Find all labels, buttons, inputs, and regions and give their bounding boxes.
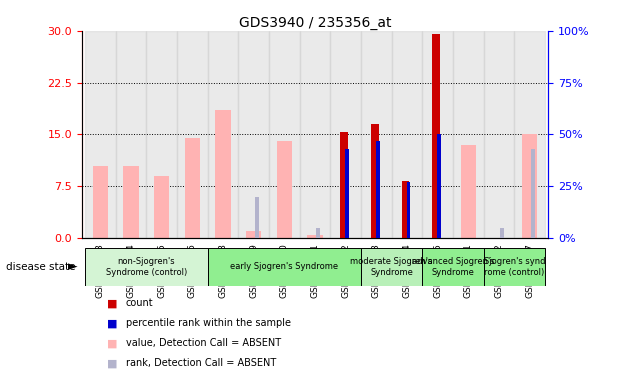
- Bar: [402, 181, 410, 238]
- Bar: [255, 197, 258, 238]
- Bar: [437, 134, 441, 238]
- Text: ■: ■: [107, 318, 118, 328]
- Bar: [146, 31, 177, 238]
- Bar: [422, 248, 484, 286]
- Bar: [407, 182, 410, 238]
- Bar: [185, 138, 200, 238]
- Bar: [215, 110, 231, 238]
- Bar: [116, 31, 146, 238]
- Bar: [531, 149, 535, 238]
- Text: percentile rank within the sample: percentile rank within the sample: [126, 318, 291, 328]
- Bar: [432, 34, 440, 238]
- Bar: [330, 31, 361, 238]
- Bar: [277, 141, 292, 238]
- Text: non-Sjogren's
Syndrome (control): non-Sjogren's Syndrome (control): [106, 257, 187, 276]
- Bar: [361, 31, 392, 238]
- Text: Sjogren's synd
rome (control): Sjogren's synd rome (control): [484, 257, 545, 276]
- Bar: [300, 31, 330, 238]
- Bar: [514, 31, 545, 238]
- Text: ►: ►: [67, 260, 77, 273]
- Bar: [316, 228, 320, 238]
- Title: GDS3940 / 235356_at: GDS3940 / 235356_at: [239, 16, 391, 30]
- Bar: [461, 145, 476, 238]
- Text: disease state: disease state: [6, 262, 76, 272]
- Bar: [246, 231, 261, 238]
- Bar: [85, 248, 208, 286]
- Text: rank, Detection Call = ABSENT: rank, Detection Call = ABSENT: [126, 358, 276, 368]
- Bar: [392, 31, 422, 238]
- Bar: [484, 31, 514, 238]
- Bar: [208, 248, 361, 286]
- Text: advanced Sjogren's
Syndrome: advanced Sjogren's Syndrome: [412, 257, 495, 276]
- Text: ■: ■: [107, 298, 118, 308]
- Bar: [422, 31, 453, 238]
- Bar: [376, 141, 380, 238]
- Text: ■: ■: [107, 358, 118, 368]
- Bar: [93, 166, 108, 238]
- Bar: [371, 124, 379, 238]
- Bar: [238, 31, 269, 238]
- Text: moderate Sjogren's
Syndrome: moderate Sjogren's Syndrome: [350, 257, 433, 276]
- Bar: [123, 166, 139, 238]
- Text: early Sjogren's Syndrome: early Sjogren's Syndrome: [231, 262, 338, 271]
- Bar: [345, 149, 349, 238]
- Bar: [269, 31, 300, 238]
- Text: value, Detection Call = ABSENT: value, Detection Call = ABSENT: [126, 338, 281, 348]
- Bar: [307, 235, 323, 238]
- Bar: [500, 228, 504, 238]
- Bar: [361, 248, 422, 286]
- Bar: [453, 31, 484, 238]
- Bar: [484, 248, 545, 286]
- Bar: [177, 31, 208, 238]
- Bar: [154, 176, 169, 238]
- Bar: [85, 31, 116, 238]
- Bar: [208, 31, 238, 238]
- Text: count: count: [126, 298, 154, 308]
- Bar: [522, 134, 537, 238]
- Text: ■: ■: [107, 338, 118, 348]
- Bar: [340, 132, 348, 238]
